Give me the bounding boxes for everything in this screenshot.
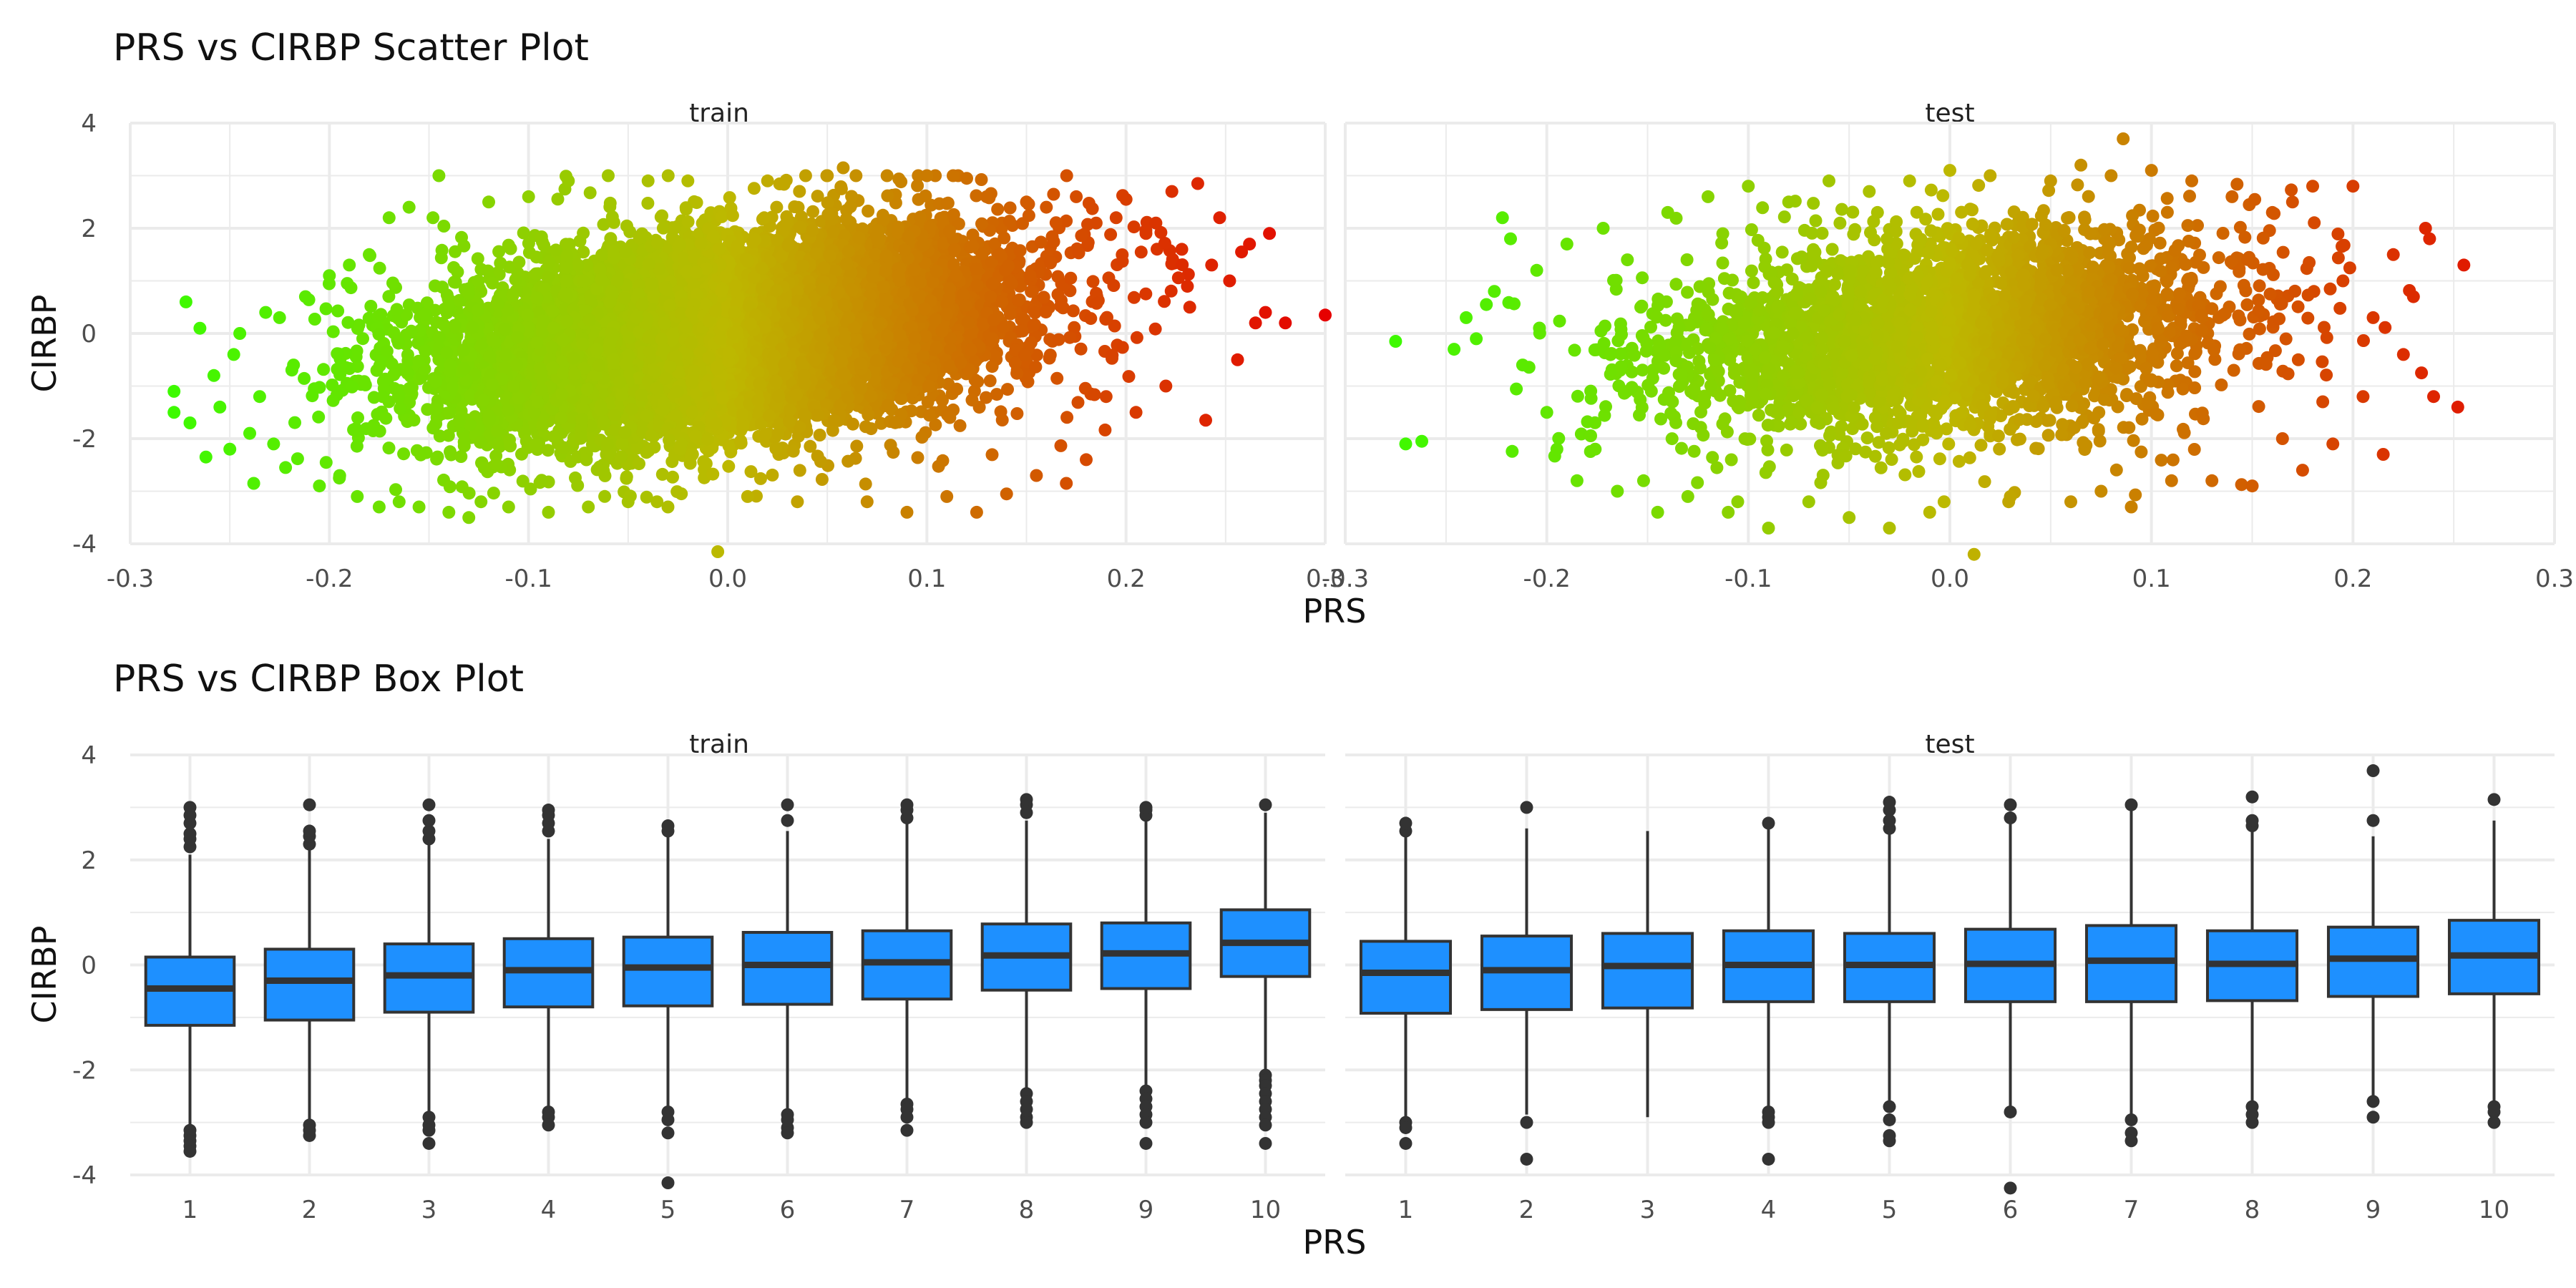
scatter-point [799, 169, 812, 182]
scatter-point [437, 220, 451, 233]
scatter-point [573, 234, 587, 248]
scatter-point [474, 495, 488, 509]
scatter-point [1074, 342, 1088, 356]
scatter-point [932, 459, 945, 473]
scatter-point [1054, 439, 1068, 452]
scatter-point [813, 429, 826, 441]
scatter-point [379, 411, 393, 425]
scatter-point [443, 480, 457, 494]
scatter-point [319, 302, 333, 316]
scatter-point [656, 221, 670, 235]
scatter-point [1002, 215, 1016, 228]
scatter-point [1106, 348, 1119, 362]
scatter-point [850, 439, 864, 453]
scatter-point [530, 250, 543, 264]
scatter-point [347, 423, 361, 436]
scatter-point [382, 290, 396, 303]
scatter-point [991, 203, 1005, 216]
scatter-point [317, 363, 331, 376]
scatter-point [911, 451, 924, 464]
scatter-point [1116, 341, 1129, 354]
scatter-grid-test [1344, 122, 2556, 545]
scatter-point [1148, 322, 1162, 336]
scatter-point [367, 419, 381, 432]
scatter-point [373, 261, 386, 275]
scatter-point [1071, 396, 1085, 409]
scatter-point [288, 416, 301, 429]
scatter-point [1127, 291, 1141, 304]
scatter-point [806, 205, 819, 218]
scatter-point [472, 274, 485, 288]
scatter-point [389, 483, 402, 497]
scatter-point [1084, 312, 1098, 326]
scatter-chart-title: PRS vs CIRBP Scatter Plot [113, 26, 589, 69]
scatter-point [1104, 228, 1118, 241]
scatter-point [722, 459, 736, 473]
scatter-point [471, 252, 484, 265]
scatter-point [535, 474, 548, 487]
scatter-point [777, 177, 791, 191]
scatter-point [793, 464, 806, 477]
scatter-point [430, 452, 444, 466]
scatter-point [350, 439, 364, 453]
scatter-point [308, 313, 321, 326]
scatter-point [331, 304, 345, 318]
scatter-point [668, 221, 681, 235]
scatter-point [975, 173, 988, 186]
scatter-points-train [167, 161, 1332, 558]
scatter-point [641, 197, 655, 210]
scatter-point [1108, 319, 1121, 333]
scatter-point [1127, 220, 1141, 234]
scatter-point [341, 316, 355, 329]
scatter-point [766, 468, 779, 482]
scatter-point [1139, 287, 1153, 301]
scatter-point [547, 430, 561, 444]
scatter-point [364, 300, 378, 313]
scatter-point [815, 473, 829, 486]
scatter-point [862, 408, 875, 421]
scatter-point [1086, 275, 1100, 288]
scatter-point [397, 447, 411, 461]
scatter-point [487, 487, 500, 500]
scatter-point [640, 490, 653, 504]
scatter-point [1060, 169, 1073, 182]
scatter-point [670, 485, 684, 499]
scatter-point [841, 454, 855, 468]
scatter-point [1122, 370, 1136, 384]
scatter-point [650, 495, 664, 509]
scatter-point [382, 441, 396, 455]
